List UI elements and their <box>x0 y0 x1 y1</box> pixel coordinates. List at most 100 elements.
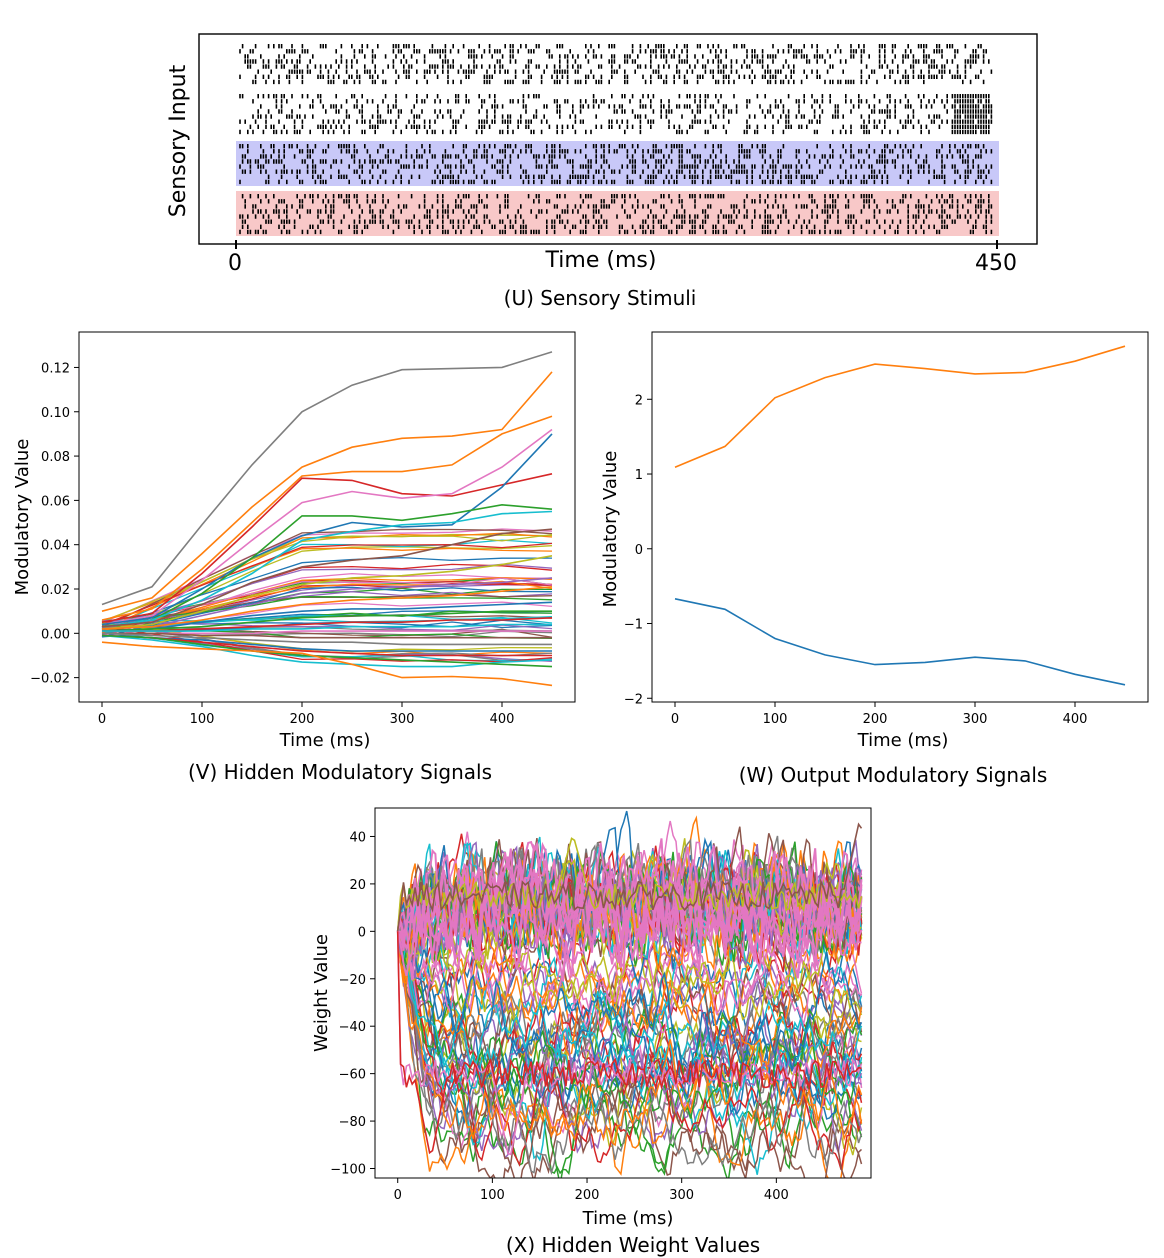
x-weight-trace <box>396 925 862 1064</box>
v-filler-line <box>101 596 553 625</box>
caption-w: (W) Output Modulatory Signals <box>739 763 1048 787</box>
x-ytick-label: −100 <box>330 1163 366 1178</box>
x-axes-frame <box>374 807 872 1179</box>
x-weight-trace <box>396 931 863 1100</box>
v-ytick-label: 0.08 <box>41 450 70 465</box>
panel-v-hidden-modulatory: 0 100 200 300 400 −0.02 0.00 0.02 0.04 0.06 0.08 0.… <box>12 331 576 784</box>
x-series-lines <box>396 810 863 1178</box>
v-xtick-label: 400 <box>490 712 515 727</box>
v-series-line <box>101 586 553 630</box>
panel-u-sensory-stimuli: 0 450 Time (ms) Sensory Input (U) Sensor… <box>166 33 1038 310</box>
v-series-line <box>101 634 552 652</box>
v-series-line <box>102 630 552 635</box>
v-series-line <box>101 415 553 621</box>
v-series-line <box>101 473 553 623</box>
x-ylabel: Weight Value <box>311 934 332 1052</box>
w-xtick-label: 0 <box>671 712 679 727</box>
w-axes-frame <box>651 331 1149 703</box>
x-ytick-label: −80 <box>339 1115 366 1130</box>
raster-xlabel: Time (ms) <box>545 248 657 273</box>
v-series-line <box>102 632 552 639</box>
x-xtick-label: 0 <box>394 1188 402 1203</box>
w-ytick-label: 2 <box>635 393 643 408</box>
v-ytick-label: −0.02 <box>30 672 70 687</box>
x-weight-trace <box>397 923 863 1103</box>
x-xtick-label: 300 <box>669 1188 694 1203</box>
x-weight-trace <box>397 850 863 971</box>
raster-spike-marks <box>239 44 993 235</box>
v-series-line <box>101 634 553 668</box>
v-filler-line <box>101 545 553 637</box>
caption-u: (U) Sensory Stimuli <box>504 286 697 310</box>
v-filler-line <box>101 591 553 629</box>
w-ytick-label: −1 <box>624 618 643 633</box>
w-series-line <box>674 598 1126 686</box>
x-ytick-label: −20 <box>339 973 366 988</box>
w-ticks: 0 100 200 300 400 −2 −1 0 1 2 <box>624 393 1088 727</box>
raster-tick-label-0: 0 <box>228 251 242 276</box>
v-ytick-label: 0.00 <box>41 627 70 642</box>
w-xtick-label: 300 <box>963 712 988 727</box>
v-filler-line <box>101 563 553 636</box>
v-xtick-label: 0 <box>98 712 106 727</box>
w-ylabel: Modulatory Value <box>600 451 621 608</box>
v-filler-line <box>101 542 553 626</box>
v-ytick-label: 0.12 <box>41 361 70 376</box>
v-series-line <box>101 371 553 612</box>
w-series-lines <box>674 345 1126 686</box>
w-ytick-label: 1 <box>635 468 643 483</box>
v-xlabel: Time (ms) <box>279 730 371 751</box>
raster-tick-label-450: 450 <box>975 251 1017 276</box>
x-xtick-label: 400 <box>764 1188 789 1203</box>
v-series-line <box>101 503 553 628</box>
x-weight-trace <box>396 836 863 947</box>
w-xlabel: Time (ms) <box>857 730 949 751</box>
w-ytick-label: 0 <box>635 543 643 558</box>
v-series-line <box>101 510 553 628</box>
x-weight-trace <box>397 930 863 1102</box>
raster-ylabel: Sensory Input <box>166 64 191 217</box>
v-series-line <box>101 351 553 606</box>
panel-x-hidden-weights: 0 100 200 300 400 −100 −80 −60 −40 −20 0 20 40 Time … <box>311 807 872 1257</box>
raster-frame <box>198 33 1038 245</box>
x-weight-trace <box>396 931 863 1147</box>
w-xtick-label: 200 <box>863 712 888 727</box>
w-xtick-label: 100 <box>763 712 788 727</box>
x-peak-trace <box>396 931 863 1156</box>
raster-highlight-red <box>236 191 999 236</box>
w-xtick-label: 400 <box>1063 712 1088 727</box>
v-series-line <box>101 577 553 630</box>
v-series-line <box>101 601 553 632</box>
v-series-line <box>101 528 553 628</box>
v-series-line <box>101 610 552 632</box>
x-weight-trace <box>396 931 863 1178</box>
x-xtick-label: 200 <box>575 1188 600 1203</box>
v-ytick-label: 0.10 <box>41 406 70 421</box>
x-weight-trace <box>396 931 863 1175</box>
caption-x: (X) Hidden Weight Values <box>506 1233 760 1257</box>
x-weight-trace <box>396 841 863 977</box>
v-series-line <box>101 555 553 630</box>
x-weight-trace <box>396 913 862 1034</box>
x-peak-trace <box>396 837 863 932</box>
x-ytick-label: 0 <box>358 925 366 940</box>
v-series-line <box>102 617 553 632</box>
v-axes-frame <box>78 331 576 703</box>
x-weight-trace <box>396 917 863 1102</box>
panel-w-output-modulatory: 0 100 200 300 400 −2 −1 0 1 2 Time (ms) Modulator… <box>600 331 1149 787</box>
v-series-line <box>101 634 553 668</box>
v-xtick-label: 200 <box>290 712 315 727</box>
v-ytick-label: 0.06 <box>41 494 70 509</box>
v-filler-line <box>101 563 553 632</box>
x-peak-trace <box>396 822 863 932</box>
v-series-lines <box>101 351 553 687</box>
w-ytick-label: −2 <box>624 692 643 707</box>
x-weight-trace <box>397 903 863 1033</box>
x-ytick-label: −40 <box>339 1020 366 1035</box>
x-ytick-label: −60 <box>339 1068 366 1083</box>
x-ticks: 0 100 200 300 400 −100 −80 −60 −40 −20 0 20 40 <box>330 830 788 1203</box>
x-ytick-label: 20 <box>349 878 366 893</box>
x-peak-trace <box>396 931 862 1155</box>
x-xlabel: Time (ms) <box>582 1208 674 1229</box>
